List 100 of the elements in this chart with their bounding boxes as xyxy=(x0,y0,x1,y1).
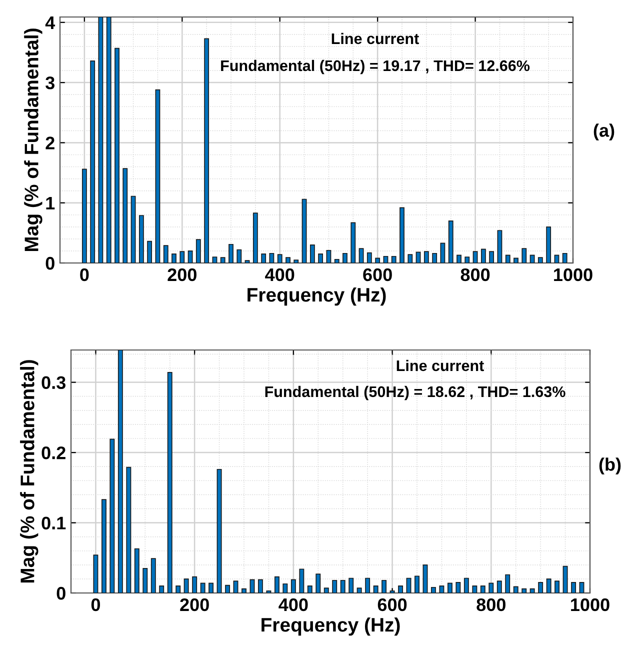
bar xyxy=(318,254,324,263)
bar xyxy=(488,582,494,593)
annotation: Line current xyxy=(396,360,484,372)
bar xyxy=(147,240,152,263)
bar xyxy=(440,242,446,263)
bar xyxy=(400,207,404,263)
bar xyxy=(416,252,421,263)
bar xyxy=(228,244,234,263)
bar xyxy=(342,252,348,263)
bar xyxy=(514,258,518,263)
bar xyxy=(432,252,438,263)
bar xyxy=(456,582,461,593)
x-tick-label: 600 xyxy=(363,268,392,282)
bar xyxy=(242,588,246,593)
bar xyxy=(188,250,193,263)
bar xyxy=(480,248,486,263)
bar xyxy=(114,48,120,263)
bar xyxy=(274,576,280,593)
bar xyxy=(496,580,502,593)
bar xyxy=(252,212,258,263)
bar xyxy=(236,249,242,263)
y-axis-title: Mag (% of Fundamental) xyxy=(20,360,38,583)
bar xyxy=(258,579,263,593)
bar xyxy=(250,579,255,593)
x-tick-label: 800 xyxy=(476,598,506,612)
bar xyxy=(366,252,372,263)
x-tick-label: 0 xyxy=(80,268,89,282)
bar xyxy=(530,588,535,593)
bar xyxy=(200,582,206,593)
bar xyxy=(98,17,104,263)
bar xyxy=(448,220,454,263)
bar xyxy=(562,566,568,593)
bar xyxy=(290,579,296,593)
bar xyxy=(464,578,469,593)
bar xyxy=(546,578,552,593)
y-tick-label: 0.3 xyxy=(42,376,66,390)
bar xyxy=(225,584,230,593)
bar xyxy=(155,89,160,263)
bar xyxy=(382,580,387,593)
bar xyxy=(266,590,272,593)
bar xyxy=(538,582,544,593)
bar xyxy=(398,586,404,593)
bar xyxy=(176,586,181,593)
bar xyxy=(408,254,413,263)
bar xyxy=(118,350,123,593)
bar xyxy=(282,583,288,593)
y-tick-label: 0.1 xyxy=(42,516,66,530)
bar xyxy=(134,548,140,593)
bar xyxy=(439,586,444,593)
bar xyxy=(350,222,356,263)
bar xyxy=(220,257,226,263)
bar xyxy=(505,254,510,263)
bar xyxy=(130,196,136,263)
bar xyxy=(456,254,462,263)
bar xyxy=(150,558,156,593)
bar xyxy=(212,256,218,263)
bar xyxy=(356,588,362,593)
y-tick-label: 3 xyxy=(46,76,54,90)
bar xyxy=(383,256,388,263)
bar xyxy=(430,586,436,593)
bar xyxy=(373,586,378,593)
bar xyxy=(546,226,552,263)
bar xyxy=(538,257,543,263)
x-tick-label: 200 xyxy=(180,598,209,612)
bar xyxy=(82,168,87,263)
annotation: Fundamental (50Hz) = 18.62 , THD= 1.63% xyxy=(265,386,566,400)
bar xyxy=(101,499,106,593)
x-tick-label: 1000 xyxy=(571,598,610,612)
text: (a) xyxy=(594,124,614,140)
bar xyxy=(216,468,222,593)
x-axis-title: Frequency (Hz) xyxy=(248,287,386,306)
bar xyxy=(93,554,98,593)
x-tick-label: 200 xyxy=(168,268,196,282)
bar xyxy=(480,586,486,593)
y-tick-label: 0 xyxy=(56,586,66,600)
y-tick-label: 0 xyxy=(46,256,54,270)
bar xyxy=(414,576,420,593)
annotation: Line current xyxy=(332,32,419,44)
bar xyxy=(167,372,172,593)
y-axis-title: Mag (% of Fundamental) xyxy=(24,28,42,252)
bar xyxy=(391,256,396,263)
bar xyxy=(90,60,96,263)
bar xyxy=(192,576,198,593)
bar xyxy=(464,256,470,263)
bar xyxy=(180,251,185,263)
y-tick-label: 4 xyxy=(45,16,56,29)
bar xyxy=(122,168,128,263)
bar xyxy=(316,574,321,593)
bar xyxy=(332,580,338,593)
bar xyxy=(554,580,560,593)
bar xyxy=(522,248,527,263)
bar xyxy=(472,251,478,263)
bar xyxy=(554,254,560,263)
bar xyxy=(334,258,340,263)
bar xyxy=(579,582,584,593)
bar xyxy=(447,582,452,593)
bar xyxy=(138,215,144,263)
bar xyxy=(159,586,164,593)
bar xyxy=(326,250,332,263)
bar xyxy=(497,230,502,263)
